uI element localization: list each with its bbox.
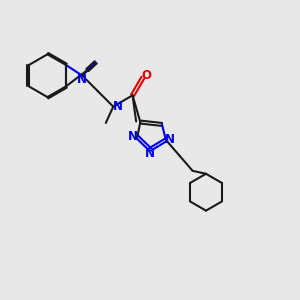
- Text: N: N: [77, 74, 87, 86]
- Text: O: O: [142, 69, 152, 82]
- Text: N: N: [128, 130, 138, 143]
- Text: N: N: [145, 147, 155, 160]
- Text: N: N: [165, 134, 175, 146]
- Text: N: N: [112, 100, 122, 113]
